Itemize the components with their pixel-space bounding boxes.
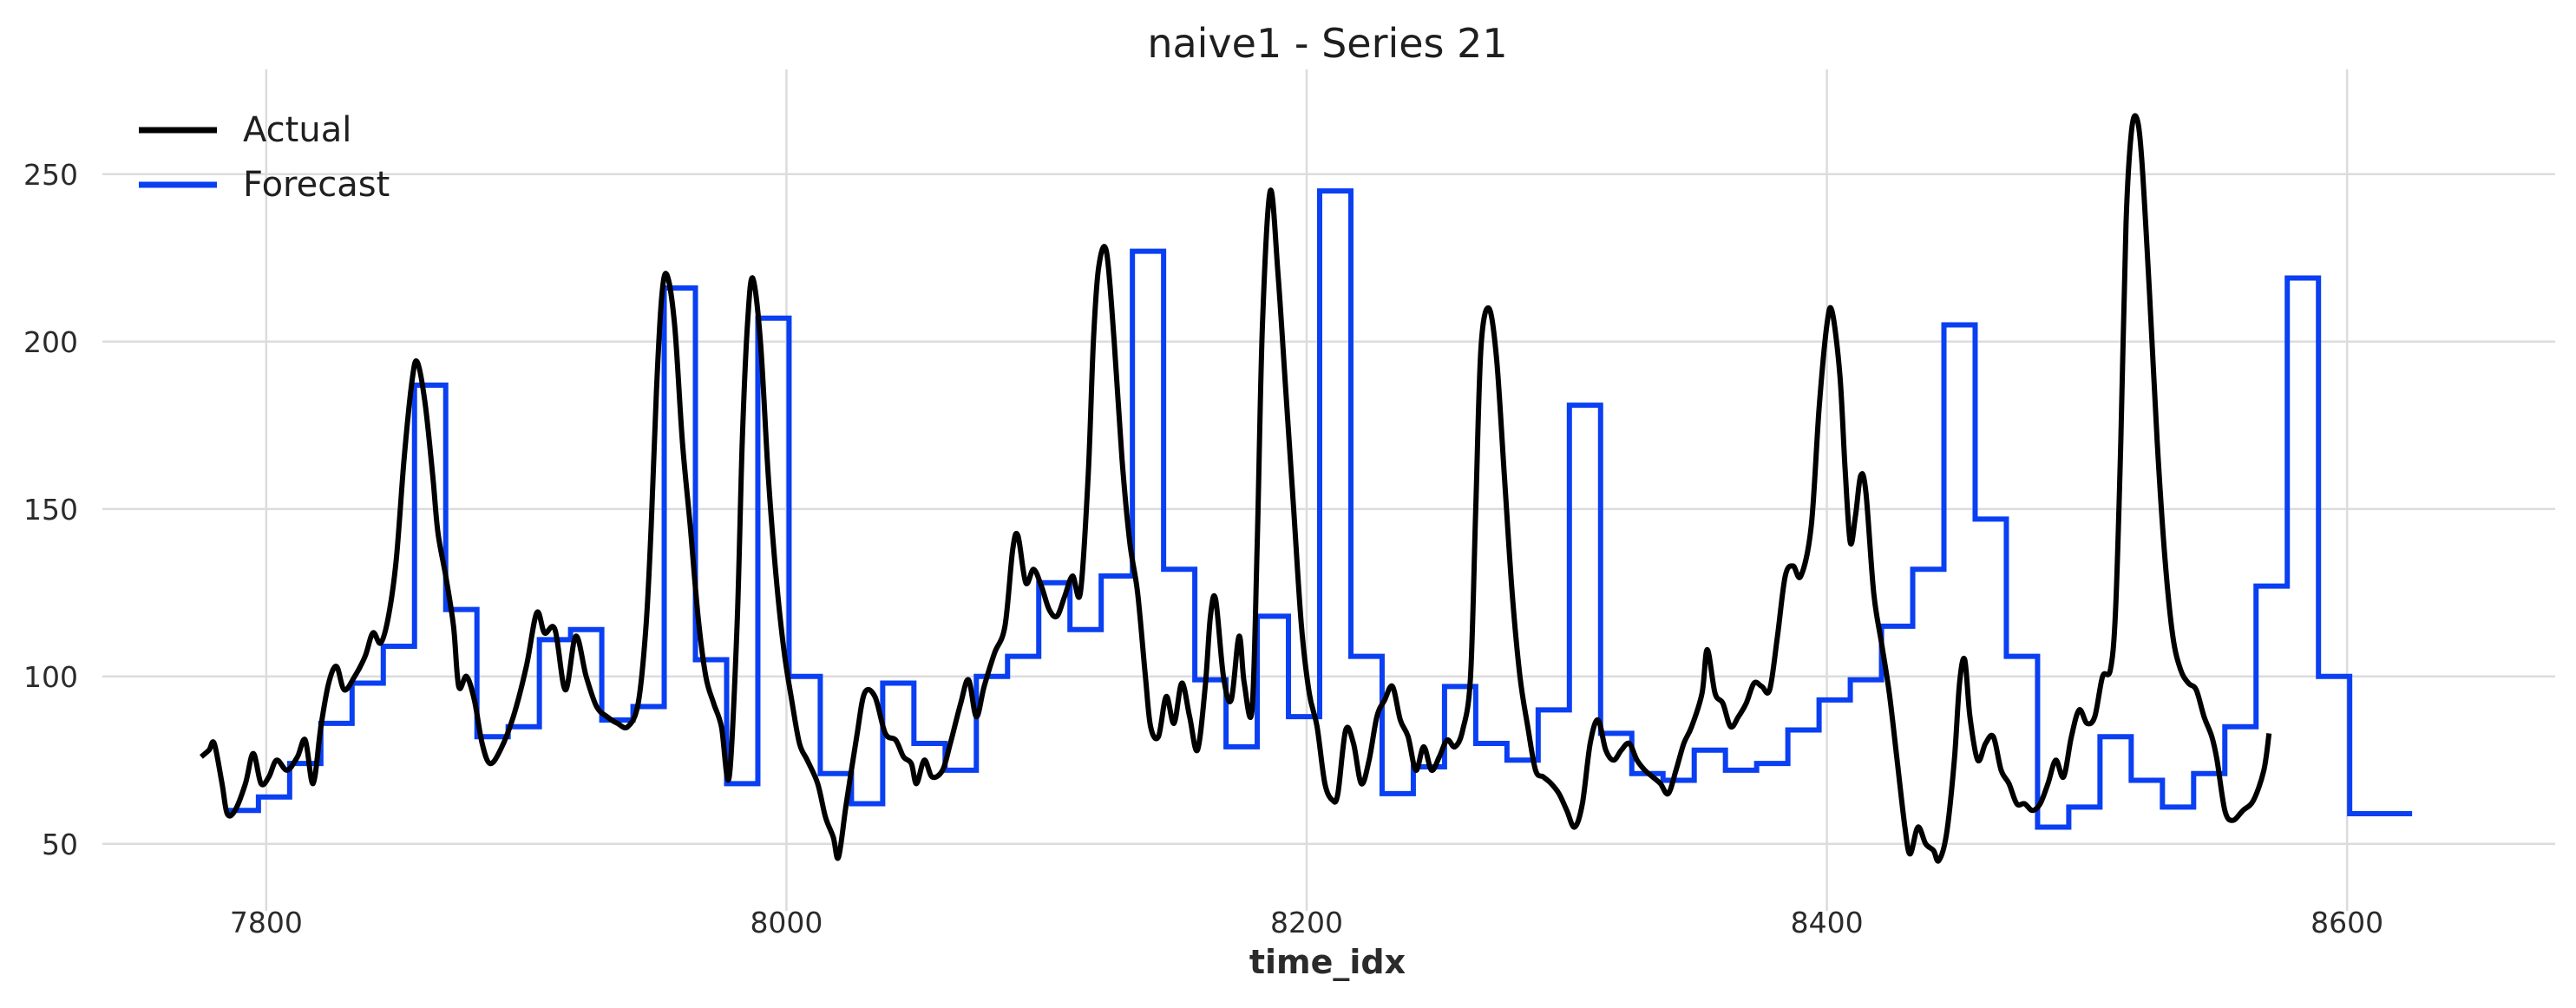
legend-label-actual: Actual [243,110,351,150]
x-tick-label: 7800 [230,906,303,939]
chart-title: naive1 - Series 21 [1147,20,1507,67]
series-lines [199,113,2413,864]
legend: Actual Forecast [139,110,390,205]
x-tick-label: 8200 [1270,906,1343,939]
legend-label-forecast: Forecast [243,165,390,205]
x-tick-label: 8600 [2311,906,2383,939]
forecast-series-line [226,188,2413,830]
x-tick-label: 8000 [750,906,823,939]
y-tick-labels: 50 100 150 200 250 [23,158,78,861]
y-tick-label: 200 [23,325,78,359]
x-tick-label: 8400 [1791,906,1864,939]
y-tick-label: 250 [23,158,78,192]
y-tick-label: 100 [23,660,78,694]
y-tick-label: 150 [23,493,78,527]
y-tick-label: 50 [42,828,78,861]
actual-series-line [199,113,2272,864]
x-tick-labels: 7800 8000 8200 8400 8600 [230,906,2383,939]
x-axis-label: time_idx [1249,943,1406,981]
grid-lines [102,69,2555,911]
